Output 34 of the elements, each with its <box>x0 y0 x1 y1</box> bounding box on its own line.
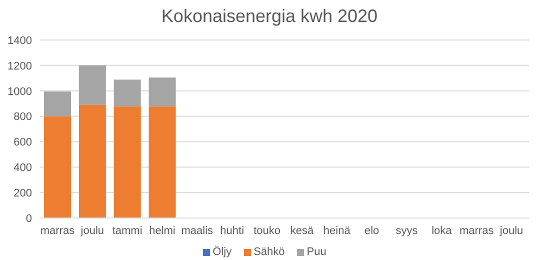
x-tick-label: syys <box>396 224 418 237</box>
y-tick-label: 1400 <box>8 34 32 47</box>
legend-label: Öljy <box>212 246 232 258</box>
legend-label: Puu <box>306 246 326 258</box>
x-tick-label: joulu <box>80 224 104 237</box>
y-tick-label: 0 <box>26 212 32 225</box>
bar <box>114 106 141 218</box>
x-tick-label: tammi <box>112 224 142 237</box>
x-tick-label: marras <box>459 224 494 237</box>
bar <box>148 78 176 106</box>
y-tick-label: 200 <box>14 187 32 200</box>
x-tick-label: marras <box>40 224 76 237</box>
x-tick-label: huhti <box>220 224 244 237</box>
y-tick-label: 1200 <box>8 60 32 72</box>
x-tick-label: elo <box>364 224 380 237</box>
legend-label: Sähkö <box>252 246 285 258</box>
bar <box>44 116 71 218</box>
x-tick-label: heinä <box>323 224 352 237</box>
y-tick-label: 1000 <box>8 86 32 98</box>
chart-title: Kokonaisenergia kwh 2020 <box>160 5 379 28</box>
bar <box>78 104 106 218</box>
x-tick-label: kesä <box>290 224 314 237</box>
y-tick-label: 600 <box>14 136 32 149</box>
y-tick-label: 800 <box>14 111 32 124</box>
bar <box>44 91 71 116</box>
x-tick-label: maalis <box>181 224 214 237</box>
bar <box>114 80 141 106</box>
y-tick-label: 400 <box>14 162 32 174</box>
x-tick-label: joulu <box>498 224 524 237</box>
x-tick-label: loka <box>432 224 453 237</box>
bar <box>78 65 106 105</box>
x-tick-label: touko <box>254 224 280 237</box>
bar <box>148 106 176 218</box>
x-tick-label: helmi <box>149 224 176 237</box>
